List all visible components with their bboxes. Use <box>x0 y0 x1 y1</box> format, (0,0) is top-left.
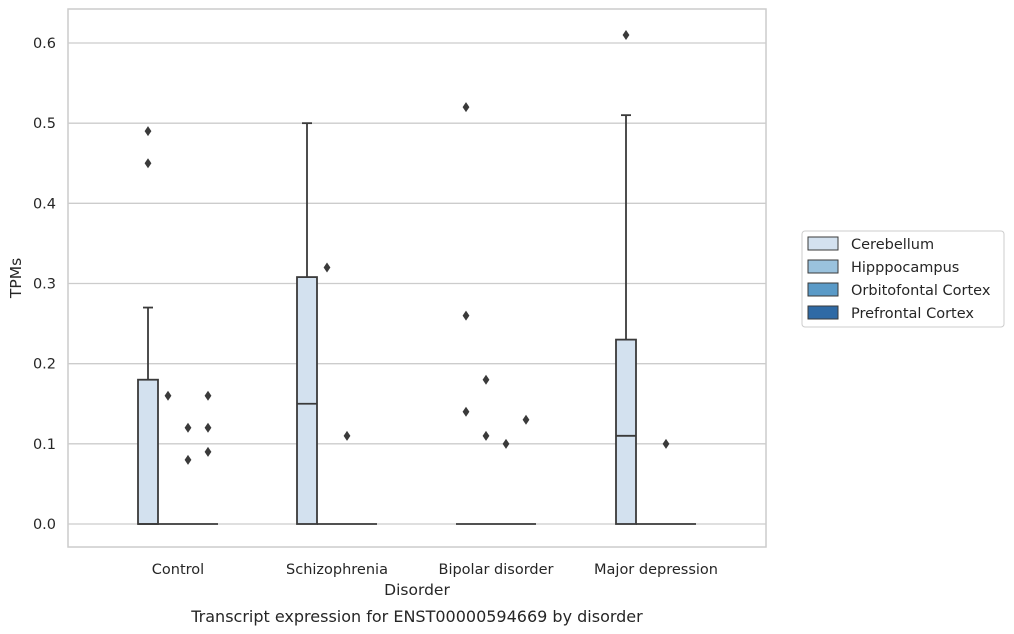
y-axis-ticks: 0.0 0.1 0.2 0.3 0.4 0.5 0.6 <box>33 36 56 533</box>
y-tick-label: 0.2 <box>33 357 56 373</box>
x-tick-label: Schizophrenia <box>286 562 388 578</box>
chart-title: Transcript expression for ENST0000059466… <box>190 607 643 626</box>
box-body <box>296 276 318 525</box>
legend-label: Orbitofontal Cortex <box>851 283 991 299</box>
outlier-point <box>462 102 470 113</box>
x-tick-label: Control <box>152 562 204 578</box>
y-axis-label: TPMs <box>7 258 25 299</box>
outlier-point <box>164 390 172 401</box>
plot-area <box>68 9 766 547</box>
outlier-point <box>462 406 470 417</box>
outlier-point <box>323 262 331 273</box>
y-tick-label: 0.0 <box>33 517 56 533</box>
y-tick-label: 0.1 <box>33 437 56 453</box>
box-cerebellum <box>615 114 637 525</box>
legend: Cerebellum Hipppocampus Orbitofontal Corte… <box>801 230 1005 328</box>
outlier-point <box>184 422 192 433</box>
outlier-point <box>622 29 630 40</box>
x-axis-label: Disorder <box>384 581 450 599</box>
outlier-point <box>522 414 530 425</box>
legend-swatch <box>807 282 839 297</box>
y-tick-label: 0.4 <box>33 196 56 212</box>
legend-swatch <box>807 259 839 274</box>
box-body <box>137 378 159 525</box>
legend-swatch <box>807 236 839 251</box>
outlier-point <box>184 454 192 465</box>
box-cerebellum <box>296 122 318 525</box>
x-tick-label: Bipolar disorder <box>439 562 554 578</box>
y-tick-label: 0.3 <box>33 277 56 293</box>
outlier-point <box>204 390 212 401</box>
boxes <box>137 114 696 525</box>
outlier-point <box>462 310 470 321</box>
box-body <box>615 338 637 525</box>
outlier-point <box>343 430 351 441</box>
outlier-point <box>144 158 152 169</box>
outlier-point <box>482 430 490 441</box>
legend-label: Prefrontal Cortex <box>851 306 974 322</box>
box-cerebellum <box>137 306 159 525</box>
outlier-point <box>204 446 212 457</box>
x-tick-label: Major depression <box>594 562 718 578</box>
outlier-point <box>204 422 212 433</box>
legend-swatch <box>807 305 839 320</box>
x-axis-ticks: Control Schizophrenia Bipolar disorder Majo… <box>152 562 718 578</box>
legend-label: Cerebellum <box>851 237 934 253</box>
legend-frame <box>801 230 1005 328</box>
outlier-point <box>482 374 490 385</box>
plot-frame <box>67 8 767 548</box>
y-tick-label: 0.6 <box>33 36 56 52</box>
outlier-point <box>662 438 670 449</box>
gridlines <box>68 42 766 525</box>
y-tick-label: 0.5 <box>33 116 56 132</box>
outlier-point <box>502 438 510 449</box>
legend-label: Hipppocampus <box>851 260 959 276</box>
outliers <box>144 29 670 465</box>
outlier-point <box>144 126 152 137</box>
